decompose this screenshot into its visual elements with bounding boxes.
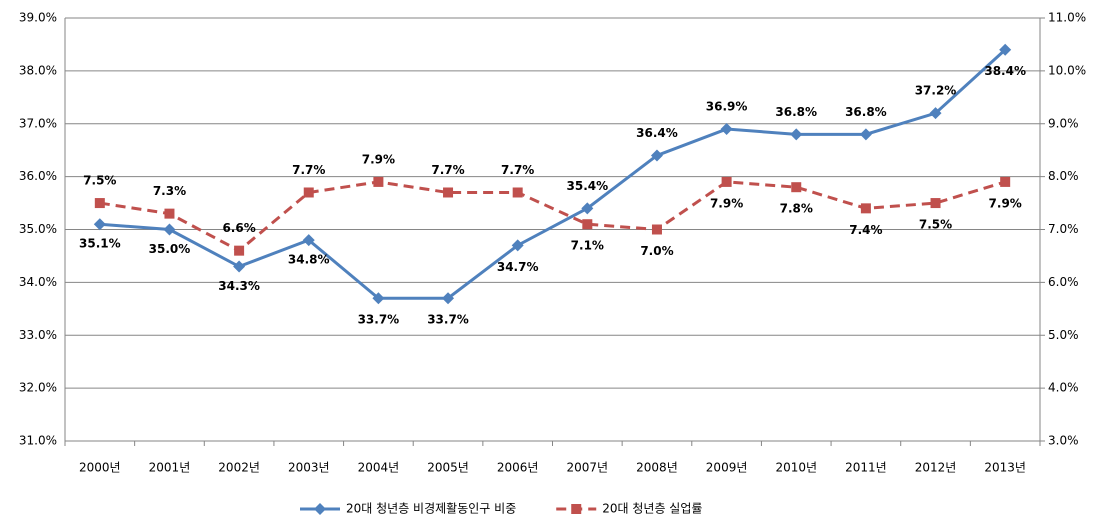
marker <box>373 176 384 187</box>
y2-tick-label: 7.0% <box>1048 222 1079 236</box>
y-tick-label: 31.0% <box>19 434 57 448</box>
marker <box>164 208 175 219</box>
marker <box>790 128 803 141</box>
data-label: 38.4% <box>984 64 1026 78</box>
data-label: 36.8% <box>845 105 887 119</box>
data-label: 7.0% <box>640 244 673 258</box>
marker <box>93 218 106 231</box>
y2-tick-label: 6.0% <box>1048 275 1079 289</box>
x-tick-label: 2002년 <box>218 461 260 475</box>
marker <box>1000 176 1011 187</box>
marker <box>234 245 245 256</box>
y-tick-label: 36.0% <box>19 169 57 183</box>
data-label: 35.0% <box>149 242 191 256</box>
marker <box>791 182 802 193</box>
data-label: 7.5% <box>919 218 952 232</box>
x-tick-label: 2013년 <box>984 461 1026 475</box>
marker <box>929 107 942 120</box>
x-tick-label: 2005년 <box>427 461 469 475</box>
data-label: 7.9% <box>362 152 395 166</box>
marker <box>372 292 385 305</box>
data-label: 7.9% <box>989 196 1022 210</box>
marker <box>651 224 662 235</box>
marker <box>511 239 524 252</box>
x-tick-label: 2003년 <box>288 461 330 475</box>
y-tick-label: 37.0% <box>19 116 57 130</box>
marker <box>721 176 732 187</box>
marker <box>859 128 872 141</box>
y-tick-label: 35.0% <box>19 222 57 236</box>
legend-marker <box>314 503 326 515</box>
marker <box>720 123 733 136</box>
data-label: 33.7% <box>358 313 400 327</box>
x-tick-label: 2012년 <box>915 461 957 475</box>
y-tick-label: 39.0% <box>19 11 57 25</box>
y-tick-label: 33.0% <box>19 328 57 342</box>
data-label: 7.1% <box>571 239 604 253</box>
x-tick-label: 2006년 <box>497 461 539 475</box>
marker <box>930 198 941 209</box>
x-tick-label: 2001년 <box>149 461 191 475</box>
marker <box>302 234 315 247</box>
marker <box>650 149 663 162</box>
data-label: 7.8% <box>780 202 813 216</box>
y-tick-label: 32.0% <box>19 381 57 395</box>
y2-tick-label: 4.0% <box>1048 381 1079 395</box>
x-tick-label: 2009년 <box>706 461 748 475</box>
data-label: 34.8% <box>288 253 330 267</box>
y2-tick-label: 11.0% <box>1048 11 1086 25</box>
marker <box>163 223 176 236</box>
x-tick-label: 2011년 <box>845 461 887 475</box>
data-label: 7.4% <box>849 223 882 237</box>
x-tick-label: 2007년 <box>567 461 609 475</box>
x-tick-label: 2008년 <box>636 461 678 475</box>
marker <box>582 219 593 230</box>
data-label: 33.7% <box>427 313 469 327</box>
marker <box>512 187 523 198</box>
y2-tick-label: 3.0% <box>1048 434 1079 448</box>
data-label: 7.7% <box>501 163 534 177</box>
data-label: 7.9% <box>710 196 743 210</box>
y2-tick-label: 5.0% <box>1048 328 1079 342</box>
data-label: 36.4% <box>636 126 678 140</box>
data-label: 7.7% <box>292 163 325 177</box>
x-tick-label: 2010년 <box>775 461 817 475</box>
data-label: 35.1% <box>79 237 121 251</box>
data-label: 34.7% <box>497 260 539 274</box>
x-tick-label: 2004년 <box>358 461 400 475</box>
legend-label: 20대 청년층 실업률 <box>602 502 702 516</box>
data-label: 36.9% <box>706 100 748 114</box>
marker <box>233 260 246 273</box>
marker <box>303 187 314 198</box>
x-tick-label: 2000년 <box>79 461 121 475</box>
legend-label: 20대 청년층 비경제활동인구 비중 <box>346 502 516 516</box>
marker <box>581 202 594 215</box>
marker <box>94 198 105 209</box>
y-tick-label: 38.0% <box>19 63 57 77</box>
y-tick-label: 34.0% <box>19 275 57 289</box>
data-label: 7.7% <box>431 163 464 177</box>
marker <box>443 187 454 198</box>
series-line <box>99 48 1007 300</box>
data-label: 6.6% <box>222 221 255 235</box>
series-line <box>99 180 1006 253</box>
marker <box>860 203 871 214</box>
y2-tick-label: 9.0% <box>1048 116 1079 130</box>
data-label: 7.5% <box>83 174 116 188</box>
marker <box>999 43 1012 56</box>
marker <box>442 292 455 305</box>
data-label: 7.3% <box>153 184 186 198</box>
data-label: 37.2% <box>915 84 957 98</box>
y2-tick-label: 8.0% <box>1048 169 1079 183</box>
data-label: 34.3% <box>218 279 260 293</box>
y2-tick-label: 10.0% <box>1048 63 1086 77</box>
legend-marker <box>571 504 582 514</box>
data-label: 35.4% <box>567 179 609 193</box>
data-label: 36.8% <box>775 105 817 119</box>
